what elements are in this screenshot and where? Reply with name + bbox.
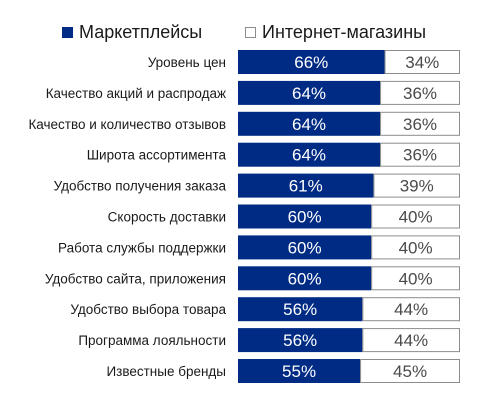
bar-marketplaces [238, 50, 385, 74]
bar-marketplaces [238, 142, 381, 167]
bar-marketplaces [238, 297, 363, 322]
bar-marketplaces [238, 328, 363, 353]
data-label-online-stores: 36% [403, 84, 437, 103]
category-label: Уровень цен [148, 55, 226, 70]
data-label-online-stores: 40% [399, 238, 433, 257]
legend-swatch-marketplaces [62, 27, 73, 38]
bar-online-stores [362, 328, 461, 353]
category-label: Программа лояльности [78, 333, 226, 348]
category-label: Удобство выбора товара [70, 302, 226, 317]
category-label: Широта ассортимента [87, 148, 227, 163]
data-label-marketplaces: 56% [283, 331, 317, 350]
data-label-online-stores: 34% [405, 53, 439, 72]
bar-marketplaces [238, 111, 381, 136]
bar-online-stores [373, 173, 461, 198]
data-label-online-stores: 44% [394, 300, 428, 319]
data-label-marketplaces: 56% [283, 300, 317, 319]
bar-online-stores [380, 80, 460, 105]
legend-label-online-stores: Интернет-магазины [262, 22, 427, 42]
category-label: Скорость доставки [108, 210, 226, 225]
data-label-marketplaces: 60% [288, 208, 322, 227]
legend-swatch-online-stores [245, 27, 256, 38]
category-label: Удобство сайта, приложения [45, 271, 226, 286]
bar-online-stores [360, 359, 461, 383]
bar-marketplaces [238, 204, 372, 229]
bar-online-stores [371, 266, 461, 291]
bar-marketplaces [238, 80, 381, 105]
bar-online-stores [371, 204, 461, 229]
data-label-marketplaces: 60% [288, 238, 322, 257]
data-label-online-stores: 40% [399, 269, 433, 288]
bar-online-stores [362, 297, 461, 322]
legend-label-marketplaces: Маркетплейсы [79, 22, 203, 42]
category-label: Известные бренды [106, 364, 226, 379]
bar-marketplaces [238, 359, 361, 383]
data-label-online-stores: 45% [393, 362, 427, 381]
bar-online-stores [380, 142, 460, 167]
bar-online-stores [384, 50, 460, 74]
data-label-marketplaces: 64% [292, 115, 326, 134]
legend: Маркетплейсы Интернет-магазины [0, 22, 481, 44]
bar-marketplaces [238, 235, 372, 260]
legend-item-online-stores: Интернет-магазины [245, 22, 426, 43]
data-label-marketplaces: 64% [292, 146, 326, 165]
bar-online-stores [371, 235, 461, 260]
data-label-online-stores: 36% [403, 115, 437, 134]
bar-marketplaces [238, 173, 374, 198]
category-label: Качество акций и распродаж [46, 86, 226, 101]
data-label-online-stores: 40% [399, 208, 433, 227]
legend-item-marketplaces: Маркетплейсы [62, 22, 202, 43]
data-label-marketplaces: 61% [289, 177, 323, 196]
category-label: Работа службы поддержки [58, 240, 226, 255]
bar-online-stores [380, 111, 460, 136]
data-label-online-stores: 36% [403, 146, 437, 165]
data-label-marketplaces: 55% [282, 362, 316, 381]
data-label-marketplaces: 60% [288, 269, 322, 288]
data-label-marketplaces: 66% [294, 53, 328, 72]
data-label-online-stores: 44% [394, 331, 428, 350]
data-label-online-stores: 39% [400, 177, 434, 196]
category-label: Удобство получения заказа [54, 179, 227, 194]
data-label-marketplaces: 64% [292, 84, 326, 103]
category-label: Качество и количество отзывов [28, 117, 226, 132]
bar-marketplaces [238, 266, 372, 291]
